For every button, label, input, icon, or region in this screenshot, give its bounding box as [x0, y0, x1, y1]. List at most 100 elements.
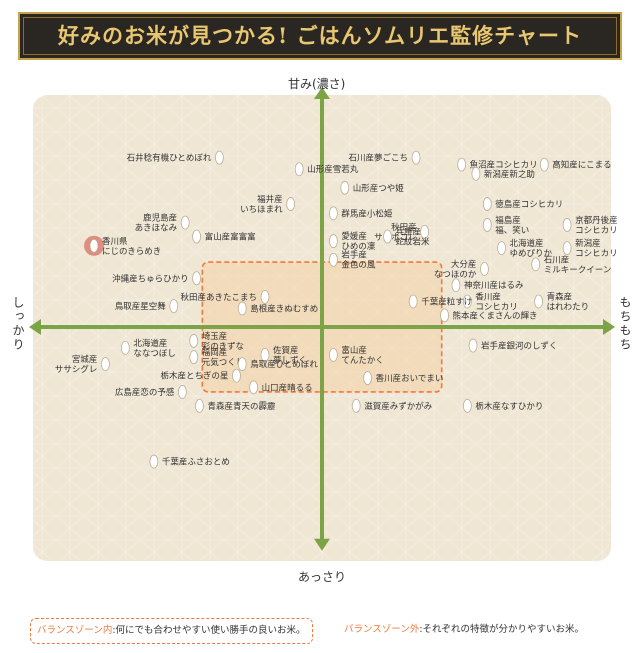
point-label: 愛媛産	[341, 231, 367, 242]
point-label: 千葉産粒すけ	[421, 296, 472, 307]
point-label: 山形産雪若丸	[307, 164, 359, 175]
legend-inside-key: バランスゾーン内	[37, 625, 113, 636]
rice-grain-icon	[539, 157, 549, 172]
point-label: 沖縄産ちゅらひかり	[112, 273, 189, 284]
point-label: 彩のきずな	[202, 341, 244, 352]
rice-grain-icon	[120, 340, 130, 355]
axis-label-right: もちもち	[618, 296, 632, 352]
point-label: コシヒカリ	[575, 226, 618, 236]
point-label: 石川産夢ごこち	[349, 153, 409, 164]
rice-grain-icon	[328, 347, 338, 362]
point-label: 山口産晴るる	[262, 382, 313, 393]
rice-point: 神奈川産はるみ	[451, 278, 524, 293]
legend-outside: バランスゾーン外:それぞれの特徴が分かりやすいお米。	[344, 618, 584, 642]
rice-grain-icon	[169, 299, 179, 314]
point-label: 香川産	[475, 291, 501, 302]
legend-inside: バランスゾーン内:何にでも合わせやすい使い勝手の良いお米。	[30, 618, 313, 644]
rice-point: 新潟産新之助	[471, 166, 535, 181]
rice-grain-icon	[192, 229, 202, 244]
point-label: 元気つくし	[202, 357, 245, 368]
point-label: 北海道産	[133, 338, 167, 349]
legend-outside-key: バランスゾーン外	[344, 624, 420, 635]
rice-point: 石川産夢ごこち	[349, 150, 421, 165]
rice-grain-icon	[408, 294, 418, 309]
axis-label-left: しっかり	[11, 296, 25, 352]
point-label: 青森産青天の霹靂	[207, 401, 275, 412]
point-label: コシヒカリ	[475, 302, 518, 312]
y-arrow-down	[314, 538, 330, 551]
point-label: ミルキークイーン	[544, 265, 612, 275]
rice-grain-icon	[440, 308, 449, 323]
rice-grain-icon	[328, 252, 338, 267]
rice-point: 富山産富富富	[192, 229, 256, 244]
rice-point: 山形産雪若丸	[294, 162, 359, 177]
rice-point: 鳥取産星空舞	[115, 299, 179, 314]
rice-grain-icon	[192, 271, 202, 286]
rice-point: 山形産つや姫	[340, 180, 405, 195]
rice-point: 栃木産なすひかり	[462, 398, 543, 413]
rice-grain-icon	[249, 380, 259, 395]
point-label: 岩手産	[341, 250, 367, 261]
point-label: 青森産	[547, 291, 573, 302]
point-label: 宮城産	[72, 354, 98, 365]
point-label: にじのきらめき	[102, 247, 161, 257]
rice-grain-icon	[457, 157, 467, 172]
rice-point: 熊本産くまさんの輝き	[440, 308, 538, 323]
rice-point: 秋田産あきたこまち	[180, 289, 270, 304]
point-label: 佐賀産	[273, 345, 299, 356]
rice-grain-icon	[497, 241, 506, 256]
point-label: 栃木産とちぎの星	[160, 371, 228, 382]
rice-point: 千葉産ふさおとめ	[149, 454, 230, 469]
rice-grain-icon	[482, 218, 492, 232]
point-label: 蛇紋岩米	[396, 237, 431, 248]
rice-point: 香川産おいでまい	[363, 371, 443, 385]
rice-point: 群馬産小松姫	[328, 206, 393, 221]
point-label: 北海道産	[510, 238, 544, 249]
rice-grain-icon	[482, 197, 492, 211]
point-label: 富山産	[341, 345, 367, 356]
rice-grain-icon	[189, 350, 199, 365]
point-label: 石井稔有機ひとめぼれ	[127, 153, 212, 164]
point-label: 秋田産	[391, 222, 417, 233]
rice-point: 徳島産コシヒカリ	[482, 197, 563, 211]
point-label: 富山産富富富	[205, 232, 256, 243]
rice-grain-icon	[562, 241, 572, 256]
rice-point: 沖縄産ちゅらひかり	[112, 271, 202, 286]
rice-grain-icon	[89, 238, 99, 253]
point-label: なつほのか	[434, 270, 477, 280]
rice-grain-icon	[351, 398, 361, 413]
point-label: 埼玉産	[202, 331, 228, 342]
rice-grain-icon	[562, 218, 572, 232]
rice-grain-icon	[195, 398, 204, 413]
axis-label-top: 甘み(濃さ)	[288, 77, 346, 91]
rice-grain-icon	[531, 257, 541, 272]
point-label: 鳥取産ひとめぼれ	[250, 359, 318, 370]
point-label: ササシグレ	[55, 364, 98, 375]
point-label: 新潟産新之助	[484, 169, 535, 180]
point-label: 新潟産	[575, 238, 601, 249]
point-label: ななつぼし	[133, 349, 176, 359]
point-label: 神奈川産はるみ	[464, 280, 524, 291]
point-label: 金色の風	[341, 260, 376, 271]
point-label: 栃木産なすひかり	[475, 401, 543, 412]
rice-grain-icon	[189, 334, 199, 348]
x-arrow-left	[29, 319, 41, 335]
point-label: 山形産つや姫	[353, 183, 405, 194]
point-label: 夢しずく	[273, 355, 307, 366]
point-label: サキホコレ	[374, 233, 417, 243]
point-label: 広島産恋の予感	[115, 387, 175, 398]
rice-grain-icon	[451, 278, 461, 293]
rice-point: 青森産青天の霹靂	[195, 398, 275, 413]
rice-grain-icon	[149, 454, 159, 469]
